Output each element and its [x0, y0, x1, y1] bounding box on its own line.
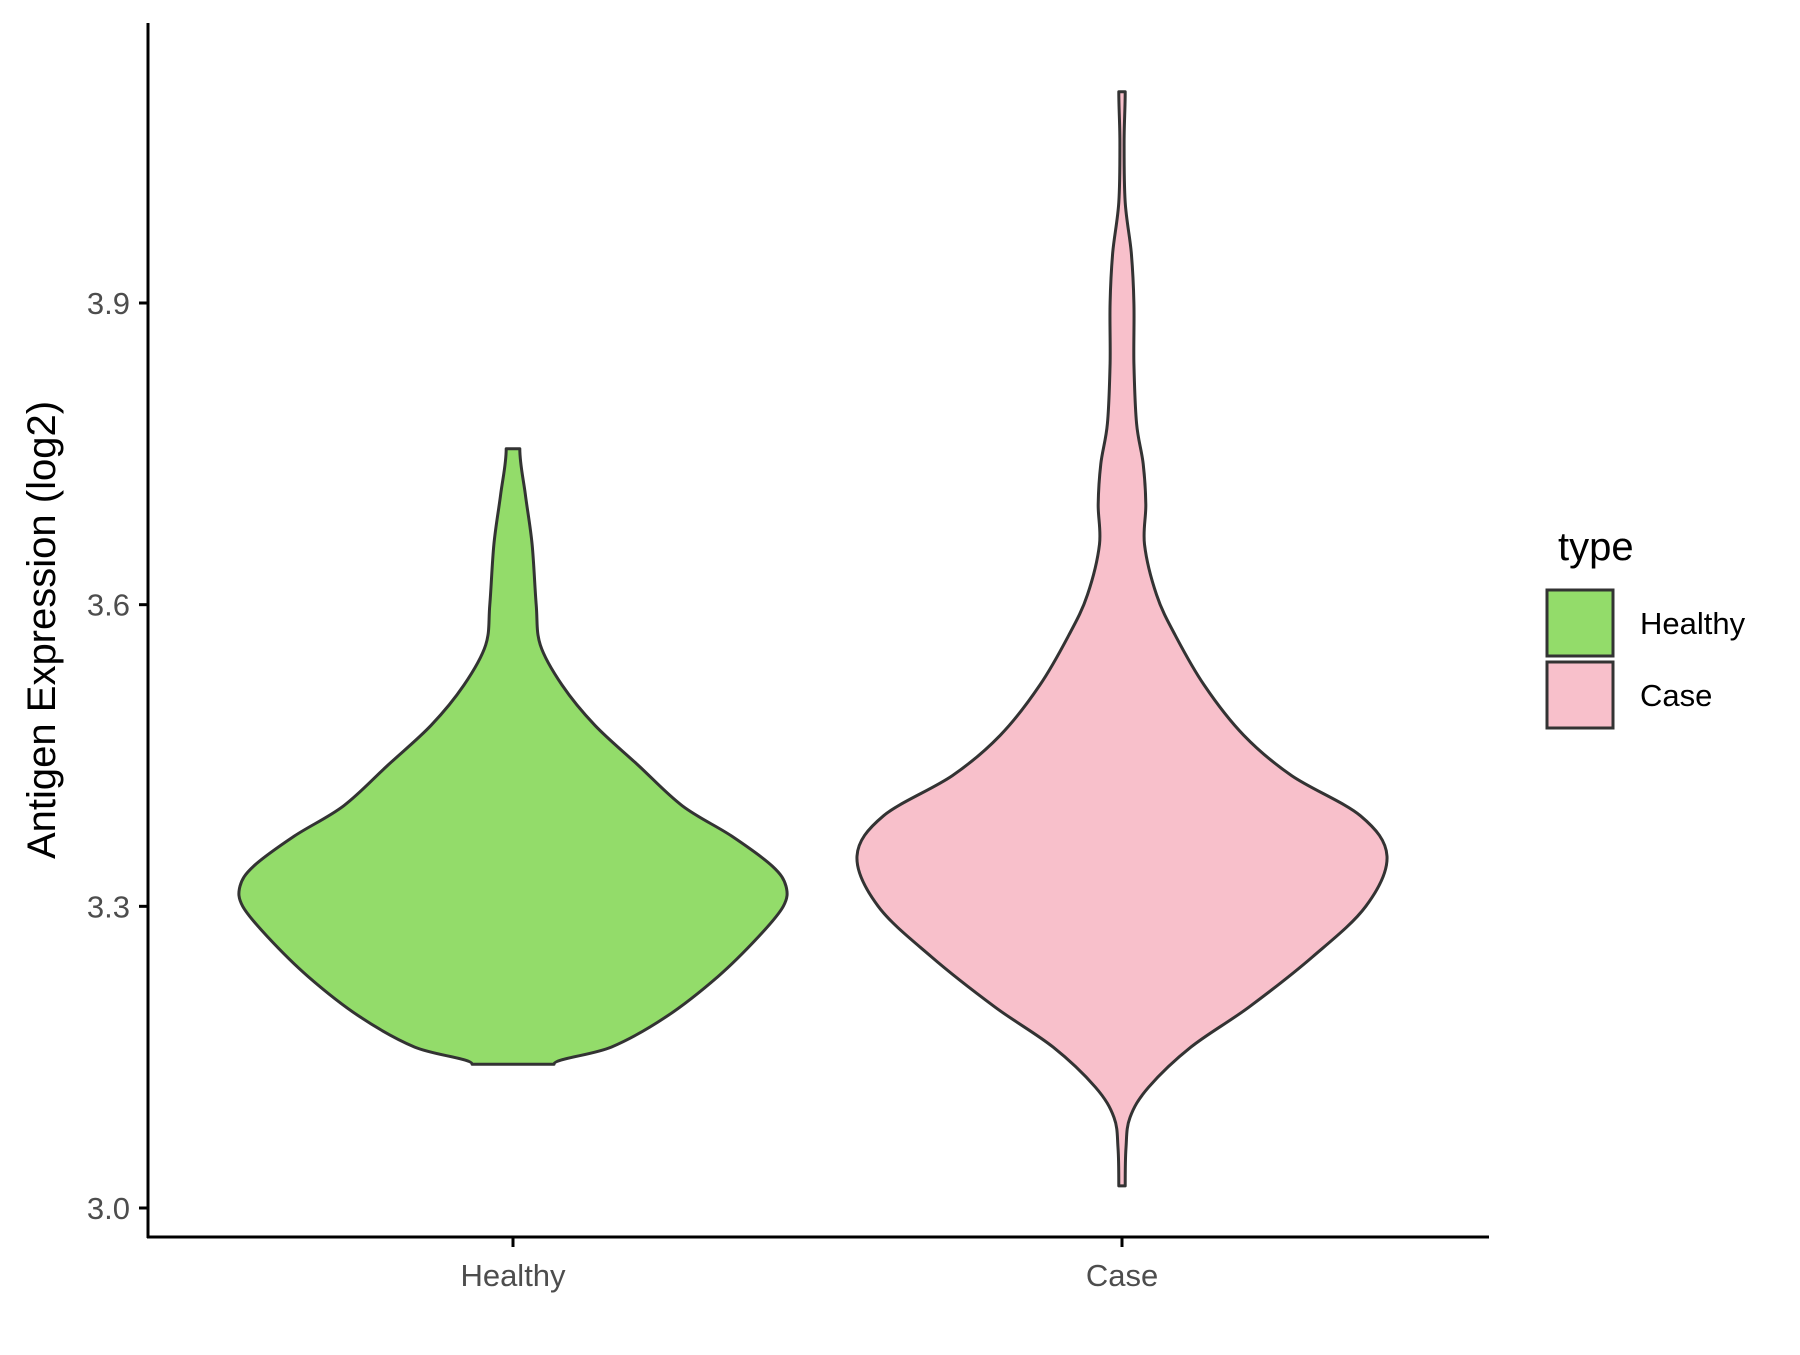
x-tick-label: Case — [1086, 1258, 1158, 1293]
y-tick-label: 3.6 — [87, 588, 130, 623]
y-tick-label: 3.3 — [87, 889, 130, 924]
y-ticks: 3.0 3.3 3.6 3.9 — [87, 286, 148, 1226]
y-tick-label: 3.9 — [87, 286, 130, 321]
legend-swatch-case — [1545, 660, 1615, 730]
x-ticks: Healthy Case — [460, 1238, 1158, 1293]
axes: 3.0 3.3 3.6 3.9 Healthy Case Antigen Express… — [20, 23, 1489, 1293]
violins — [237, 90, 1389, 1188]
x-tick-label: Healthy — [460, 1258, 566, 1293]
violin-case — [855, 90, 1389, 1188]
legend-label-healthy: Healthy — [1640, 606, 1746, 641]
violin-healthy — [237, 447, 789, 1066]
legend-entries: Healthy Case — [1545, 588, 1746, 730]
y-axis-title: Antigen Expression (log2) — [20, 401, 64, 859]
legend-label-case: Case — [1640, 678, 1712, 713]
y-tick-label: 3.0 — [87, 1191, 130, 1226]
legend: type Healthy Case — [1545, 525, 1746, 730]
legend-swatch-healthy — [1545, 588, 1615, 658]
legend-title: type — [1558, 525, 1634, 569]
